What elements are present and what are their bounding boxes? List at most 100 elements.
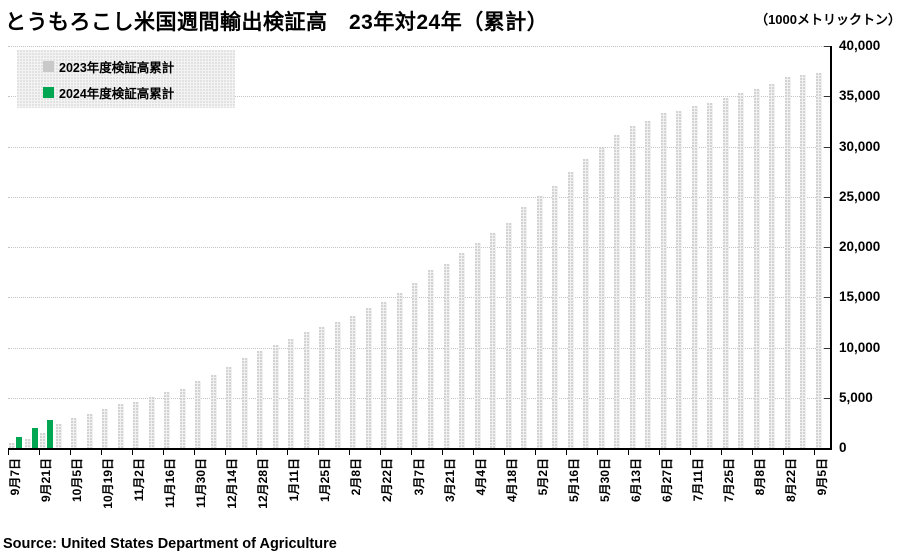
x-axis-label: 5月30日	[597, 458, 612, 503]
x-axis-tick	[597, 448, 599, 455]
bar-2023	[598, 146, 605, 448]
x-axis-label: 10月19日	[101, 458, 116, 509]
bar-2024	[31, 428, 38, 448]
bar-group	[225, 46, 241, 448]
bar-group	[411, 46, 427, 448]
gridline	[8, 347, 830, 349]
bar-2023	[272, 345, 279, 448]
legend-swatch-2023-icon	[43, 60, 54, 72]
x-axis-label: 4月4日	[473, 458, 488, 496]
y-axis-tick	[824, 46, 830, 47]
bar-group	[303, 46, 319, 448]
bar-group	[132, 46, 148, 448]
bar-group	[287, 46, 303, 448]
bar-2023	[71, 418, 78, 448]
y-axis-label: 20,000	[839, 239, 881, 254]
bar-group	[272, 46, 288, 448]
x-axis-label: 12月28日	[256, 458, 271, 509]
gridline	[8, 96, 830, 98]
x-axis-tick	[473, 448, 475, 455]
x-axis-tick	[690, 448, 692, 455]
x-axis-label: 9月21日	[39, 458, 54, 503]
bar-group	[597, 46, 613, 448]
x-axis-label: 10月5日	[70, 458, 85, 503]
unit-label: （1000メトリックトン）	[755, 12, 901, 27]
x-axis-label: 11月2日	[132, 458, 147, 502]
bar-group	[179, 46, 195, 448]
bar-2023	[117, 403, 124, 448]
x-axis-tick	[132, 448, 134, 455]
bar-2023	[660, 113, 667, 448]
x-axis-tick	[163, 448, 165, 455]
chart-title: とうもろこし米国週間輸出検証高 23年対24年（累計）	[5, 11, 549, 34]
x-axis-ticks	[8, 448, 830, 456]
bar-2023	[521, 206, 528, 448]
x-axis-tick	[721, 448, 723, 455]
bar-2023	[474, 243, 481, 448]
bar-2023	[195, 380, 202, 448]
bar-group	[101, 46, 117, 448]
x-axis-label: 6月27日	[659, 458, 674, 503]
bar-group	[427, 46, 443, 448]
bar-2023	[24, 439, 31, 448]
bar-2023	[490, 232, 497, 448]
x-axis-tick	[814, 448, 816, 455]
bar-2023	[226, 367, 233, 448]
x-axis-tick	[318, 448, 320, 455]
bar-group	[535, 46, 551, 448]
x-axis-tick	[349, 448, 351, 455]
bar-2023	[583, 159, 590, 448]
x-axis-label: 2月8日	[349, 458, 364, 496]
bar-group	[489, 46, 505, 448]
y-axis-tick	[824, 96, 830, 98]
y-axis-tick	[824, 146, 830, 148]
bar-2023	[459, 252, 466, 448]
y-axis-label: 35,000	[839, 88, 881, 104]
bar-2023	[443, 264, 450, 448]
bar-2023	[365, 308, 372, 448]
bar-group	[613, 46, 629, 448]
gridline	[8, 46, 830, 47]
gridline	[8, 297, 830, 299]
x-axis-tick	[256, 448, 258, 455]
y-axis-label: 40,000	[839, 38, 881, 53]
gridline	[8, 397, 830, 399]
bar-2023	[428, 270, 434, 448]
x-axis-label: 6月13日	[628, 458, 643, 503]
y-axis-label: 15,000	[839, 289, 881, 305]
bar-group	[380, 46, 396, 448]
x-axis-tick	[411, 448, 413, 455]
bar-group	[737, 46, 753, 448]
legend-item-2023: 2023年度検証高累計	[43, 57, 235, 76]
bar-2023	[676, 110, 683, 448]
bar-2023	[536, 196, 543, 448]
bar-2023	[769, 84, 776, 448]
bar-2024	[16, 437, 23, 448]
bar-group	[39, 46, 55, 448]
bar-2023	[40, 432, 47, 448]
x-axis-label: 3月21日	[442, 458, 457, 503]
bar-2023	[800, 75, 807, 448]
y-axis-tick	[824, 247, 830, 248]
bar-group	[752, 46, 768, 448]
bar-2023	[629, 125, 636, 448]
bar-group	[814, 46, 830, 448]
bar-group	[675, 46, 691, 448]
bar-2023	[396, 292, 403, 448]
bar-2023	[784, 77, 791, 448]
x-axis-tick	[39, 448, 41, 455]
bar-group	[194, 46, 210, 448]
bar-2023	[738, 93, 745, 448]
bar-group	[8, 46, 24, 448]
gridline	[8, 247, 830, 248]
bar-group	[783, 46, 799, 448]
bar-group	[768, 46, 784, 448]
x-axis-label: 8月22日	[783, 458, 798, 503]
x-axis-tick	[194, 448, 196, 455]
bar-group	[442, 46, 458, 448]
bar-group	[241, 46, 257, 448]
bar-2023	[86, 414, 93, 448]
bar-group	[628, 46, 644, 448]
x-axis-label: 3月7日	[411, 458, 426, 496]
